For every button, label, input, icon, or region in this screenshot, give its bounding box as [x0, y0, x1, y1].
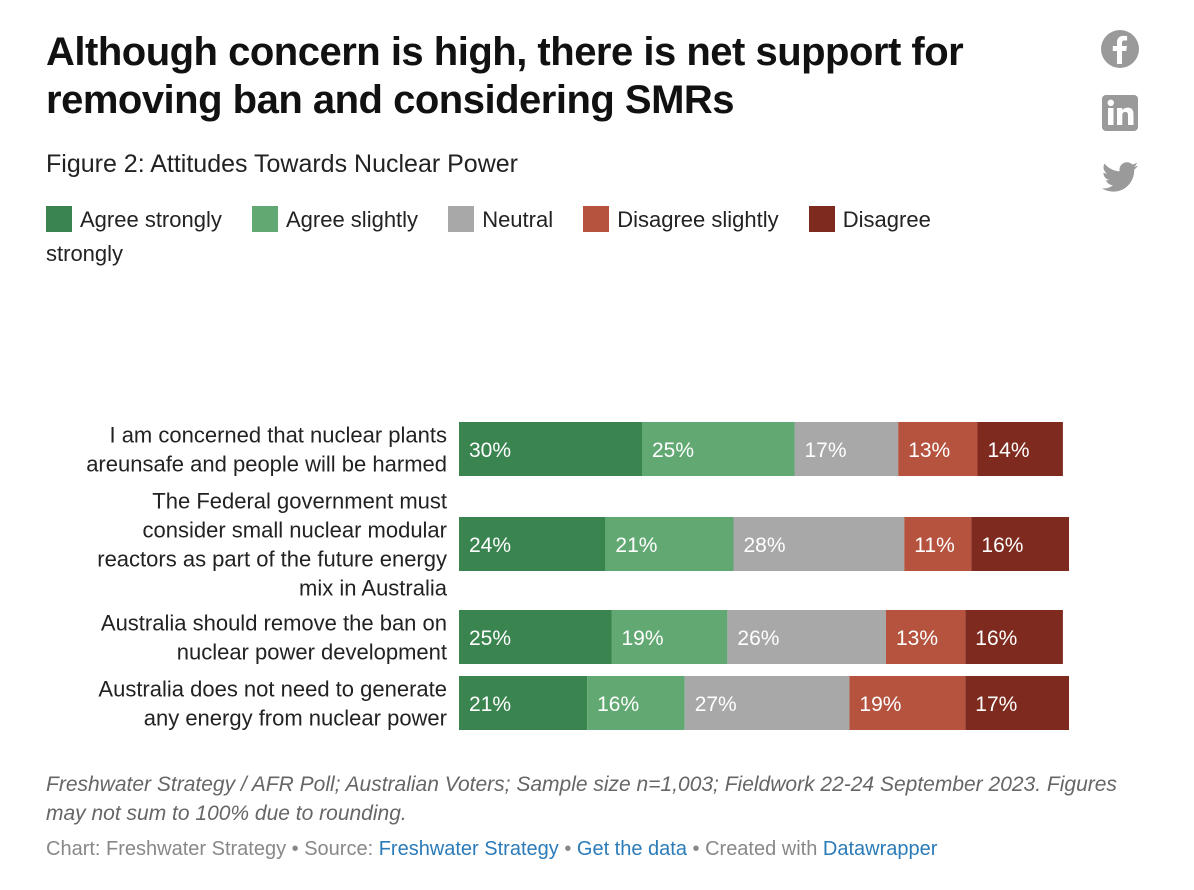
byline-chart-source-text: Chart: Freshwater Strategy • Source: [46, 838, 379, 860]
legend-item-agree-slightly: Agree slightly [251, 206, 419, 232]
chart-title: Although concern is high, there is net s… [46, 30, 964, 122]
bar-value-label: 25% [652, 439, 694, 462]
bar-segment-agree-strongly [459, 610, 612, 664]
legend-swatch-agree-strongly [46, 206, 72, 232]
bar-segment-neutral [794, 422, 899, 476]
bar-segment-agree-slightly [587, 676, 685, 730]
stacked-bar-chart: I am concerned that nuclear plants areuns… [86, 422, 1069, 731]
row-label-line: nuclear power development [177, 640, 447, 665]
bar-value-label: 13% [896, 627, 938, 650]
bar-value-label: 27% [695, 693, 737, 716]
row-label-line: Australia does not need to generate [98, 677, 447, 702]
bar-value-label: 25% [469, 627, 511, 650]
byline-created-with-text: • Created with [686, 838, 823, 860]
legend-label: Agree slightly [285, 207, 419, 232]
legend-label: Disagree strongly [46, 207, 931, 266]
legend-label: Neutral [482, 207, 554, 232]
bar-segment-neutral [684, 676, 850, 730]
chart-byline: Chart: Freshwater Strategy • Source: Fre… [46, 838, 937, 861]
bar-segment-agree-slightly [642, 422, 795, 476]
bar-segment-agree-strongly [459, 517, 606, 571]
legend-item-disagree-slightly: Disagree slightly [583, 206, 779, 232]
bar-value-label: 16% [597, 693, 639, 716]
chart-notes: Freshwater Strategy / AFR Poll; Australi… [46, 773, 1117, 825]
share-linkedin-button[interactable] [1099, 92, 1141, 134]
legend-item-agree-strongly: Agree strongly [46, 206, 222, 232]
bar-segment-disagree-slightly [886, 610, 966, 664]
legend-label: Disagree slightly [617, 207, 779, 232]
bar-segment-disagree-slightly [849, 676, 966, 730]
legend: Agree strongly Agree slightly Neutral Di… [46, 203, 1006, 271]
bar-segment-disagree-strongly [965, 610, 1063, 664]
row-label: I am concerned that nuclear plants areuns… [86, 423, 447, 477]
bar-segment-disagree-slightly [904, 517, 972, 571]
bar-value-label: 17% [975, 693, 1017, 716]
bar-segment-disagree-strongly [965, 676, 1069, 730]
get-the-data-link[interactable]: Get the data [576, 838, 687, 860]
bar-segment-disagree-strongly [971, 517, 1069, 571]
bar-segment-disagree-slightly [898, 422, 978, 476]
legend-item-neutral: Neutral [448, 206, 554, 232]
chart-subtitle: Figure 2: Attitudes Towards Nuclear Powe… [46, 150, 518, 178]
bar-value-label: 13% [908, 439, 950, 462]
bar-segment-agree-slightly [605, 517, 734, 571]
byline-separator: • [558, 838, 577, 860]
share-facebook-button[interactable] [1099, 28, 1141, 70]
legend-swatch-agree-slightly [251, 206, 278, 232]
row-label: Australia does not need to generate any e… [98, 677, 447, 731]
bar-value-label: 17% [805, 439, 847, 462]
share-twitter-button[interactable] [1099, 156, 1141, 198]
legend-item-disagree-strongly: Disagree strongly [46, 206, 931, 266]
row-label-line: The Federal government must [152, 489, 447, 514]
row-label-line: any energy from nuclear power [144, 706, 447, 731]
row-label-line: consider small nuclear modular [143, 518, 447, 543]
bar-value-label: 19% [622, 627, 664, 650]
twitter-icon [1101, 162, 1138, 192]
bar-value-label: 21% [615, 534, 657, 557]
bar-segment-disagree-strongly [977, 422, 1063, 476]
bar-value-label: 14% [988, 439, 1030, 462]
bar-segment-neutral [727, 610, 886, 664]
legend-swatch-neutral [448, 206, 475, 232]
bar-segment-neutral [733, 517, 905, 571]
row-label-line: Australia should remove the ban on [101, 611, 447, 636]
bar-value-label: 21% [469, 693, 511, 716]
row-label: Australia should remove the ban on nuclea… [101, 611, 447, 665]
bar-segment-agree-strongly [459, 422, 642, 476]
legend-swatch-disagree-strongly [808, 206, 835, 232]
row-label-line: reactors as part of the future energy [97, 547, 447, 572]
bar-segment-agree-slightly [611, 610, 728, 664]
legend-swatch-disagree-slightly [583, 206, 610, 232]
facebook-icon [1101, 30, 1139, 68]
source-link[interactable]: Freshwater Strategy [378, 838, 559, 860]
row-label: The Federal government must consider smal… [97, 489, 448, 601]
bar-value-label: 26% [737, 627, 779, 650]
row-label-line: mix in Australia [299, 576, 448, 601]
linkedin-icon [1102, 95, 1138, 131]
bar-value-label: 16% [975, 627, 1017, 650]
bar-value-label: 30% [469, 439, 511, 462]
datawrapper-link[interactable]: Datawrapper [822, 838, 938, 860]
row-label-line: areunsafe and people will be harmed [86, 452, 447, 477]
bar-value-label: 28% [744, 534, 786, 557]
bar-value-label: 24% [469, 534, 511, 557]
bar-value-label: 11% [914, 534, 954, 557]
legend-label: Agree strongly [80, 207, 222, 232]
bar-value-label: 19% [859, 693, 901, 716]
row-label-line: I am concerned that nuclear plants [109, 423, 447, 448]
bar-value-label: 16% [981, 534, 1023, 557]
bar-segment-agree-strongly [459, 676, 588, 730]
